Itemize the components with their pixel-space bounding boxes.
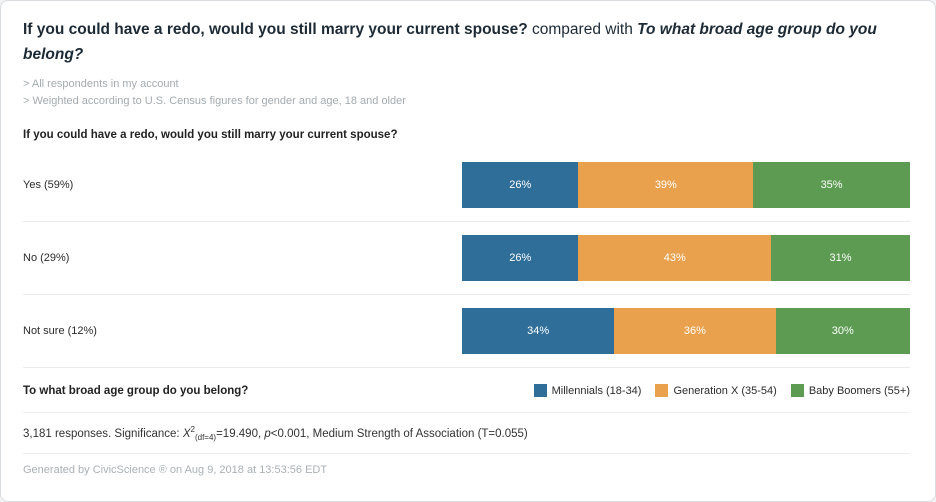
legend-items: Millennials (18-34) Generation X (35-54) B… (520, 384, 910, 397)
bar-segment-value: 39% (654, 179, 677, 191)
filter-line: > Weighted according to U.S. Census figu… (23, 95, 406, 107)
stacked-bar: 34% 36% 30% (462, 308, 910, 354)
legend-label: Millennials (18-34) (551, 384, 642, 397)
stats-suffix: <0.001, Medium Strength of Association (… (270, 427, 528, 440)
bar-segment-value: 36% (683, 325, 706, 337)
legend-row: To what broad age group do you belong? M… (23, 384, 910, 397)
filter-line: > All respondents in my account (23, 78, 179, 90)
bar-row: Not sure (12%) 34% 36% 30% (23, 295, 910, 368)
bar-segment: 30% (775, 308, 910, 354)
bar-segment: 35% (753, 162, 910, 208)
bar-segment-value: 26% (509, 179, 532, 191)
bar-segment: 39% (578, 162, 754, 208)
title-connector: compared with (527, 21, 638, 38)
bar-segment: 34% (462, 308, 615, 354)
stats-value: =19.490, (216, 427, 265, 440)
title-primary-question: If you could have a redo, would you stil… (23, 21, 528, 38)
stats-chi-symbol: X (182, 427, 191, 440)
bar-segment: 26% (462, 235, 579, 281)
legend-label: Baby Boomers (55+) (808, 384, 910, 397)
generated-by: Generated by CivicScience ® on Aug 9, 20… (23, 453, 910, 476)
bar-segment-value: 26% (509, 252, 532, 264)
stats-line: 3,181 responses. Significance: X2(df=4)=… (23, 412, 910, 442)
bar-segment-value: 34% (527, 325, 550, 337)
primary-question-label: If you could have a redo, would you stil… (23, 129, 398, 141)
bar-row: No (29%) 26% 43% 31% (23, 222, 910, 295)
bar-segment-value: 31% (829, 252, 852, 264)
bar-segment: 31% (771, 235, 910, 281)
bar-segment-value: 35% (820, 179, 843, 191)
bar-segment-value: 30% (831, 325, 854, 337)
filter-list: > All respondents in my account > Weight… (23, 76, 910, 110)
stacked-bar: 26% 39% 35% (462, 162, 910, 208)
bar-segment: 36% (614, 308, 776, 354)
legend-swatch (533, 384, 547, 397)
legend-swatch (790, 384, 804, 397)
legend-question-label: To what broad age group do you belong? (23, 384, 249, 397)
legend-item: Generation X (35-54) (655, 384, 777, 397)
legend-item: Baby Boomers (55+) (790, 384, 910, 397)
stats-prefix: 3,181 responses. Significance: (23, 427, 183, 440)
title-secondary-question: To what broad age group do you belong? (23, 21, 877, 63)
bar-segment-value: 43% (663, 252, 686, 264)
bar-segment: 43% (578, 235, 772, 281)
stats-subscript: (df=4) (194, 433, 217, 443)
stats-superscript: 2 (190, 425, 195, 434)
legend-item: Millennials (18-34) (533, 384, 642, 397)
bar-row: Yes (59%) 26% 39% 35% (23, 149, 910, 222)
bar-row-label: No (29%) (23, 252, 70, 264)
bar-row-label: Not sure (12%) (23, 325, 97, 337)
bar-segment: 26% (462, 162, 579, 208)
bar-row-label: Yes (59%) (23, 179, 74, 191)
stacked-bar: 26% 43% 31% (462, 235, 910, 281)
bar-chart: Yes (59%) 26% 39% 35% No (29%) 26% 43% 31% Not s… (23, 149, 910, 368)
stats-p-symbol: p (264, 427, 271, 440)
page-title: If you could have a redo, would you stil… (23, 17, 910, 67)
legend-label: Generation X (35-54) (673, 384, 777, 397)
legend-swatch (655, 384, 669, 397)
